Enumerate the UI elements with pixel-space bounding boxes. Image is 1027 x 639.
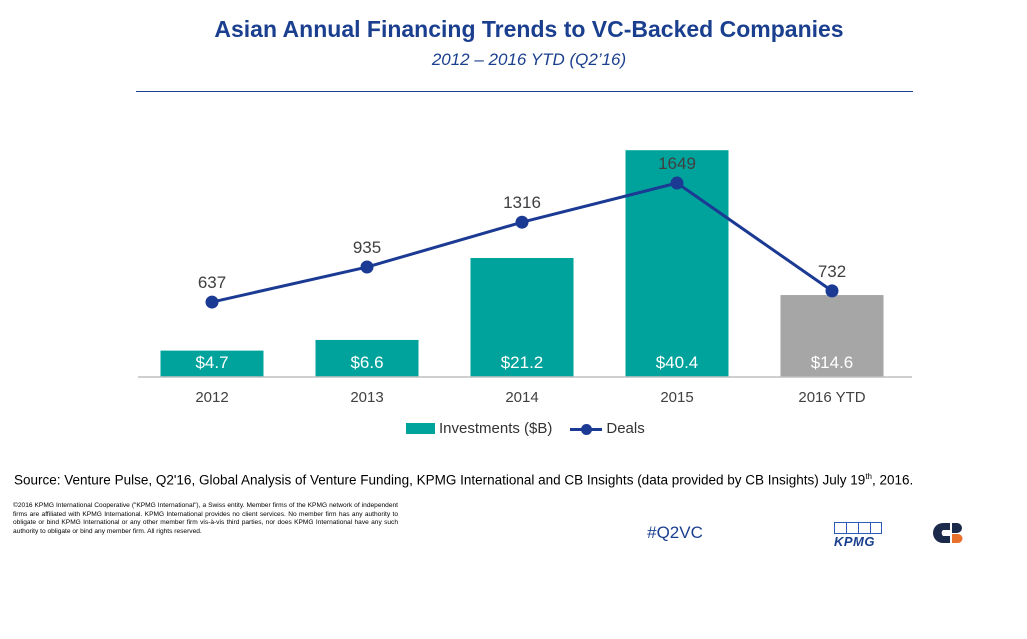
source-note: Source: Venture Pulse, Q2'16, Global Ana…: [14, 472, 914, 488]
x-tick-label-4: 2016 YTD: [798, 389, 865, 406]
chart-title: Asian Annual Financing Trends to VC-Back…: [214, 16, 844, 42]
deals-point-1: [360, 260, 374, 274]
deals-label-2: 1316: [503, 193, 541, 212]
bar-2: [470, 257, 574, 377]
deals-point-2: [515, 215, 529, 229]
chart-subtitle: 2012 – 2016 YTD (Q2’16): [431, 50, 627, 69]
legend-investments-label: Investments ($B): [439, 420, 553, 437]
bar-4: [780, 295, 884, 377]
x-tick-label-3: 2015: [660, 389, 693, 406]
x-tick-label-0: 2012: [195, 389, 228, 406]
deals-label-4: 732: [818, 262, 846, 281]
bar-1: [315, 339, 419, 377]
legend-deals-marker: [570, 423, 603, 435]
bar-label-4: $14.6: [811, 353, 854, 372]
combo-chart: $4.7 $6.6 $21.2 $40.4 $14.6 637 935 1316 1649 732…: [138, 150, 912, 406]
deals-label-3: 1649: [658, 154, 696, 173]
deals-point-4: [825, 284, 839, 298]
x-tick-label-2: 2014: [505, 389, 538, 406]
legal-disclaimer: ©2016 KPMG International Cooperative ("K…: [13, 502, 398, 535]
deals-label-1: 935: [353, 238, 381, 257]
chart-legend: Investments ($B) Deals: [406, 420, 645, 437]
kpmg-logo: KPMG: [834, 522, 894, 549]
legend-investments-swatch: [406, 423, 435, 434]
kpmg-logo-text: KPMG: [834, 534, 875, 549]
bar-label-1: $6.6: [350, 353, 383, 372]
bar-label-2: $21.2: [501, 353, 544, 372]
bar-label-3: $40.4: [656, 353, 699, 372]
title-divider: [136, 91, 913, 92]
x-tick-label-1: 2013: [350, 389, 383, 406]
legend-deals-label: Deals: [606, 420, 645, 437]
deals-point-0: [205, 295, 219, 309]
hashtag-label: #Q2VC: [647, 523, 703, 542]
bar-label-0: $4.7: [195, 353, 228, 372]
cb-insights-logo-icon: [933, 523, 963, 543]
deals-point-3: [670, 176, 684, 190]
bar-0: [160, 350, 264, 377]
deals-label-0: 637: [198, 273, 226, 292]
